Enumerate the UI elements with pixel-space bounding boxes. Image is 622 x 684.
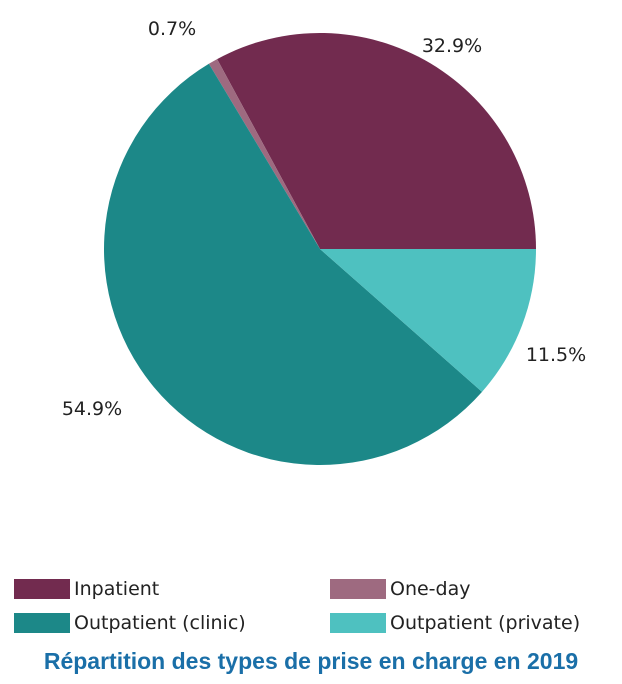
legend-swatch-outpatient-clinic bbox=[14, 613, 70, 633]
legend-label-one-day: One-day bbox=[390, 578, 471, 600]
legend-label-outpatient-private: Outpatient (private) bbox=[390, 612, 581, 634]
legend-item-one-day: One-day bbox=[330, 576, 471, 602]
pie-chart: 32.9% 0.7% 54.9% 11.5% bbox=[62, 18, 586, 466]
legend-item-outpatient-private: Outpatient (private) bbox=[330, 610, 580, 636]
data-label-outpatient-clinic: 54.9% bbox=[62, 398, 122, 420]
legend-swatch-outpatient-private bbox=[330, 613, 386, 633]
legend-label-outpatient-clinic: Outpatient (clinic) bbox=[74, 612, 246, 634]
data-label-inpatient: 32.9% bbox=[422, 35, 482, 57]
legend-swatch-one-day bbox=[330, 579, 386, 599]
legend: Inpatient One-day Outpatient (clinic) Ou… bbox=[14, 576, 614, 636]
data-label-outpatient-private: 11.5% bbox=[526, 344, 586, 366]
legend-item-inpatient: Inpatient bbox=[14, 576, 159, 602]
legend-label-inpatient: Inpatient bbox=[74, 578, 160, 600]
legend-swatch-inpatient bbox=[14, 579, 70, 599]
legend-item-outpatient-clinic: Outpatient (clinic) bbox=[14, 610, 246, 636]
pie-slice-inpatient bbox=[217, 32, 536, 249]
pie-slice-outpatient-private bbox=[320, 249, 536, 392]
pie-slice-outpatient-clinic bbox=[104, 63, 483, 466]
pie-slice-one-day bbox=[208, 59, 320, 250]
chart-title: Répartition des types de prise en charge… bbox=[43, 648, 579, 674]
data-label-one-day: 0.7% bbox=[148, 18, 196, 40]
